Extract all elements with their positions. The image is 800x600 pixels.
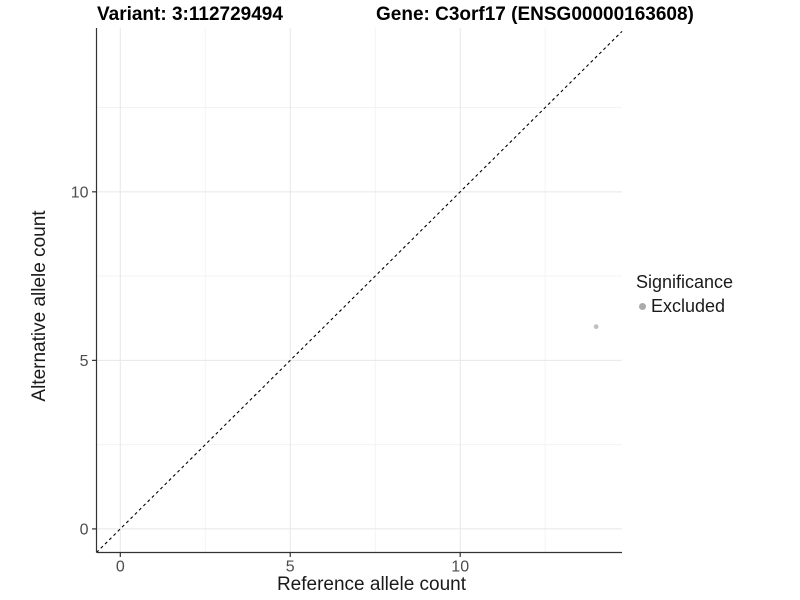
plot-title-gene: Gene: C3orf17 (ENSG00000163608): [376, 4, 694, 25]
data-point: [593, 324, 599, 330]
y-tick-label: 10: [71, 184, 89, 201]
y-tick-label: 5: [80, 353, 89, 370]
legend-key-dot-icon: [639, 303, 646, 310]
x-tick-label: 5: [286, 559, 295, 576]
legend: Significance Excluded: [636, 272, 733, 317]
legend-item-label: Excluded: [651, 296, 726, 316]
identity-reference-line: [96, 30, 623, 553]
x-axis-label: Reference allele count: [276, 574, 467, 595]
y-axis-label: Alternative allele count: [29, 210, 50, 402]
y-tick-label: 0: [80, 521, 89, 538]
legend-item: Excluded: [636, 296, 733, 317]
legend-title: Significance: [636, 272, 734, 292]
plot-title-variant: Variant: 3:112729494: [97, 4, 283, 25]
x-tick-label: 0: [116, 559, 125, 576]
x-tick-label: 10: [451, 559, 469, 576]
